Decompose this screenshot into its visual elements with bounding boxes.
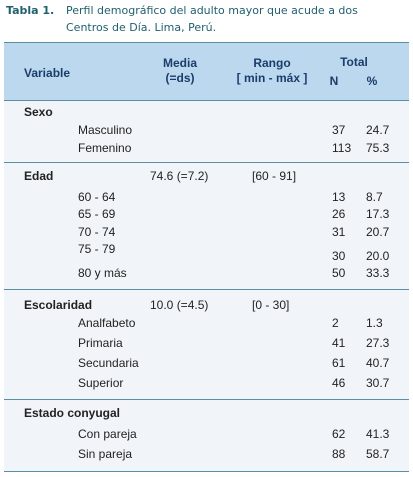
section-title: Estado conyugal (24, 406, 121, 420)
row-label: Primaria (78, 336, 123, 350)
rule (4, 289, 409, 290)
row-label: Superior (78, 376, 124, 390)
n-cell: 2 (332, 316, 339, 330)
media: 74.6 (=7.2) (150, 169, 209, 183)
n-cell: 88 (332, 447, 346, 461)
pct-cell: 1.3 (366, 316, 383, 330)
pct-cell: 58.7 (366, 447, 390, 461)
n-cell: 13 (332, 190, 346, 204)
pct-cell: 75.3 (366, 141, 390, 155)
row-label: 60 - 64 (78, 190, 116, 204)
header-band (4, 42, 409, 100)
header-rango: [ min - máx ] (236, 71, 308, 85)
header-media: (=ds) (165, 71, 195, 85)
n-cell: 30 (332, 249, 346, 263)
row-label: Femenino (78, 141, 132, 155)
n-cell: 26 (332, 207, 346, 221)
pct-cell: 24.7 (366, 123, 390, 137)
rule (4, 399, 409, 400)
header-total: Total (340, 55, 368, 69)
header-variable: Variable (24, 66, 71, 80)
rule (4, 100, 409, 101)
row-label: Masculino (78, 123, 133, 137)
row-label: 75 - 79 (78, 242, 116, 256)
row-label: 70 - 74 (78, 225, 116, 239)
section-title: Escolaridad (24, 298, 93, 312)
pct-cell: 20.7 (366, 225, 390, 239)
pct-cell: 17.3 (366, 207, 390, 221)
rango: [60 - 91] (252, 169, 297, 183)
rule (4, 471, 409, 472)
rango: [0 - 30] (252, 298, 290, 312)
pct-cell: 8.7 (366, 190, 383, 204)
header-n: N (329, 74, 339, 88)
header-rango: Rango (253, 56, 291, 70)
caption-line: Perfil demográfico del adulto mayor que … (66, 4, 358, 17)
header-pct: % (366, 74, 378, 88)
n-cell: 46 (332, 376, 346, 390)
pct-cell: 27.3 (366, 336, 390, 350)
caption-label: Tabla 1. (6, 4, 55, 17)
rule (4, 162, 409, 163)
caption-line: Centros de Día. Lima, Perú. (66, 21, 217, 34)
n-cell: 37 (332, 123, 346, 137)
n-cell: 62 (332, 427, 346, 441)
n-cell: 31 (332, 225, 346, 239)
row-label: Con pareja (78, 427, 137, 441)
n-cell: 113 (332, 141, 352, 155)
row-label: Analfabeto (78, 316, 136, 330)
row-label: 65 - 69 (78, 207, 116, 221)
pct-cell: 40.7 (366, 356, 390, 370)
n-cell: 61 (332, 356, 346, 370)
section-title: Sexo (24, 105, 53, 119)
pct-cell: 33.3 (366, 266, 390, 280)
n-cell: 50 (332, 266, 346, 280)
row-label: 80 y más (78, 266, 127, 280)
pct-cell: 41.3 (366, 427, 390, 441)
rule (4, 42, 409, 43)
media: 10.0 (=4.5) (150, 298, 209, 312)
section-title: Edad (24, 169, 54, 183)
n-cell: 41 (332, 336, 346, 350)
row-label: Secundaria (78, 356, 139, 370)
pct-cell: 20.0 (366, 249, 390, 263)
header-media: Media (162, 56, 198, 70)
pct-cell: 30.7 (366, 376, 390, 390)
row-label: Sin pareja (78, 447, 133, 461)
